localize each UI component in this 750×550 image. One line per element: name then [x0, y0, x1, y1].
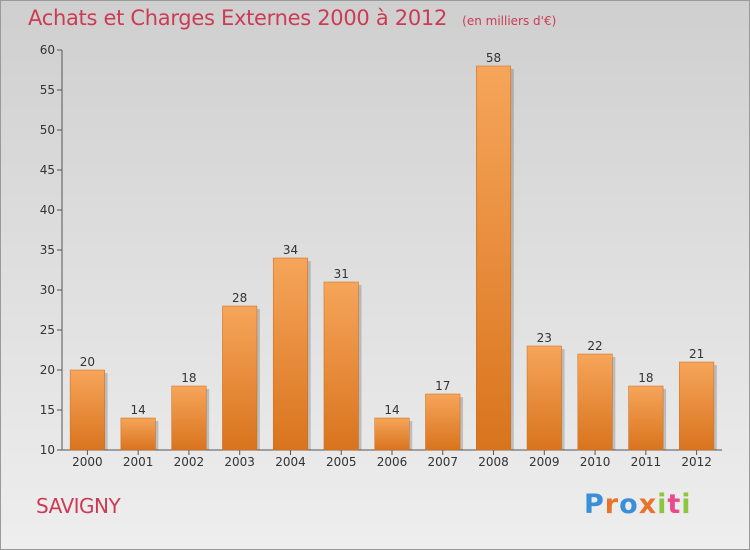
bar-2007 — [425, 393, 461, 451]
value-labels: 20 14 18 28 34 31 14 17 58 23 22 18 21 — [80, 51, 705, 417]
brand-letter: x — [638, 489, 658, 520]
value-label-2001: 14 — [131, 403, 146, 417]
brand-logo: Proxiti — [584, 489, 692, 520]
brand-letter: o — [619, 489, 639, 520]
x-tick-label: 2005 — [326, 455, 357, 469]
bar-2003 — [222, 305, 258, 451]
brand-letter: P — [584, 489, 605, 520]
brand-letter: t — [667, 489, 682, 520]
bars — [69, 65, 717, 451]
value-label-2006: 14 — [384, 403, 399, 417]
value-label-2004: 34 — [283, 243, 298, 257]
y-tick-label: 25 — [40, 323, 55, 337]
value-label-2008: 58 — [486, 51, 501, 65]
y-tick-label: 20 — [40, 363, 55, 377]
y-tick-label: 55 — [40, 83, 55, 97]
y-tick-label: 50 — [40, 123, 55, 137]
value-label-2005: 31 — [334, 267, 349, 281]
y-tick-label: 60 — [40, 43, 55, 57]
x-tick-label: 2007 — [427, 455, 458, 469]
chart-subtitle: (en milliers d'€) — [462, 14, 557, 28]
bar-2006 — [374, 417, 410, 451]
x-tick-label: 2006 — [377, 455, 408, 469]
x-tick-label: 2004 — [275, 455, 306, 469]
brand-letter: i — [657, 489, 668, 520]
x-tick-label: 2003 — [224, 455, 255, 469]
bar-2011 — [628, 385, 664, 451]
x-tick-label: 2002 — [174, 455, 205, 469]
y-tick-label: 15 — [40, 403, 55, 417]
y-tick-label: 10 — [40, 443, 55, 457]
value-label-2012: 21 — [689, 347, 704, 361]
bar-2009 — [526, 345, 562, 451]
commune-name: SAVIGNY — [36, 494, 121, 518]
value-label-2009: 23 — [537, 331, 552, 345]
value-label-2011: 18 — [638, 371, 653, 385]
chart-title: Achats et Charges Externes 2000 à 2012 — [28, 6, 448, 30]
x-tick-label: 2012 — [681, 455, 712, 469]
brand-letter: r — [604, 489, 620, 520]
bar-2000 — [69, 369, 105, 451]
y-tick-label: 30 — [40, 283, 55, 297]
x-tick-label: 2001 — [123, 455, 154, 469]
y-tick-label: 40 — [40, 203, 55, 217]
x-tick-label: 2011 — [631, 455, 662, 469]
x-tick-label: 2000 — [72, 455, 103, 469]
value-label-2000: 20 — [80, 355, 95, 369]
bar-2004 — [272, 257, 308, 451]
bar-2012 — [679, 361, 715, 451]
bar-2008 — [476, 65, 512, 451]
x-tick-label: 2008 — [478, 455, 509, 469]
title-row: Achats et Charges Externes 2000 à 2012 (… — [28, 6, 556, 30]
x-tick-label: 2009 — [529, 455, 560, 469]
x-axis: 2000 2001 2002 2003 2004 2005 2006 2007 2008 2009… — [62, 449, 722, 469]
y-tick-label: 45 — [40, 163, 55, 177]
y-axis: 10 15 20 25 30 35 40 45 50 55 60 — [40, 43, 63, 457]
x-tick-label: 2010 — [580, 455, 611, 469]
value-label-2010: 22 — [587, 339, 602, 353]
y-tick-label: 35 — [40, 243, 55, 257]
value-label-2002: 18 — [181, 371, 196, 385]
value-label-2003: 28 — [232, 291, 247, 305]
bar-2002 — [171, 385, 207, 451]
brand-letter: i — [681, 489, 692, 520]
value-label-2007: 17 — [435, 379, 450, 393]
bar-2001 — [120, 417, 156, 451]
bar-2005 — [323, 281, 359, 451]
bar-2010 — [577, 353, 613, 451]
